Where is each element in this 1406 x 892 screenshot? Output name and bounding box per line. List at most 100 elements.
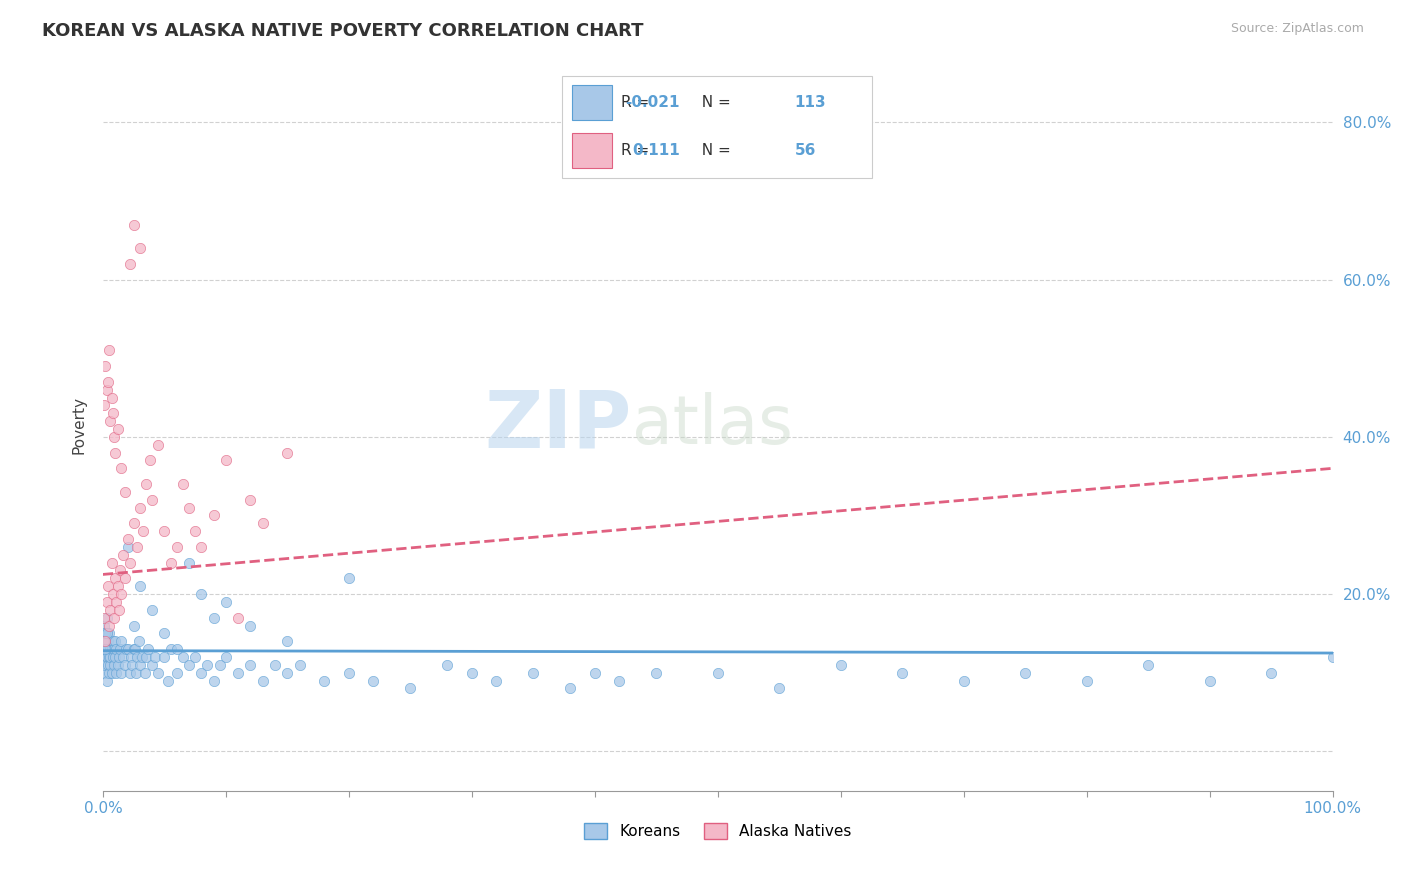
Point <box>93 665 115 680</box>
Point <box>110 461 132 475</box>
Point <box>148 665 170 680</box>
Point <box>93 634 115 648</box>
Point <box>583 665 606 680</box>
Point <box>485 673 508 688</box>
Point <box>177 657 200 672</box>
Point <box>215 453 238 467</box>
Point <box>98 649 121 664</box>
Point <box>98 618 121 632</box>
Point <box>101 634 124 648</box>
Point <box>190 587 212 601</box>
Point <box>166 665 188 680</box>
Point <box>108 642 131 657</box>
Point <box>1260 665 1282 680</box>
Point <box>100 642 122 657</box>
Point <box>276 445 298 459</box>
Point <box>94 642 117 657</box>
Point <box>436 657 458 672</box>
Point <box>110 665 132 680</box>
Point <box>98 603 121 617</box>
Point <box>121 657 143 672</box>
Point <box>363 673 385 688</box>
Point <box>114 571 136 585</box>
Point <box>190 665 212 680</box>
Point <box>98 657 121 672</box>
Point <box>103 430 125 444</box>
Text: Source: ZipAtlas.com: Source: ZipAtlas.com <box>1230 22 1364 36</box>
Point <box>122 642 145 657</box>
Point <box>98 343 121 358</box>
Point <box>184 524 207 539</box>
Text: R =: R = <box>621 144 654 158</box>
Point <box>110 587 132 601</box>
Text: atlas: atlas <box>631 392 793 458</box>
Point <box>135 649 157 664</box>
Point <box>190 540 212 554</box>
Point <box>120 649 142 664</box>
Point <box>97 375 120 389</box>
Point <box>953 673 976 688</box>
Point <box>1014 665 1036 680</box>
Point <box>96 626 118 640</box>
Point <box>98 626 121 640</box>
Point <box>94 657 117 672</box>
Point <box>226 665 249 680</box>
Point <box>172 477 194 491</box>
Point <box>94 634 117 648</box>
Point <box>172 649 194 664</box>
Text: N =: N = <box>692 144 735 158</box>
Point <box>202 508 225 523</box>
Point <box>107 657 129 672</box>
Point <box>166 540 188 554</box>
Point <box>104 445 127 459</box>
Point <box>107 579 129 593</box>
Point <box>157 673 180 688</box>
Point <box>117 540 139 554</box>
Point <box>93 642 115 657</box>
Point <box>96 595 118 609</box>
Point <box>141 603 163 617</box>
Point <box>314 673 336 688</box>
Point <box>202 673 225 688</box>
Point <box>239 657 262 672</box>
Point <box>111 548 134 562</box>
Point <box>768 681 790 696</box>
Point <box>1322 649 1344 664</box>
Point <box>93 399 115 413</box>
Point <box>97 634 120 648</box>
Point <box>141 657 163 672</box>
Point <box>103 657 125 672</box>
FancyBboxPatch shape <box>562 76 872 178</box>
Point <box>101 406 124 420</box>
Point <box>337 571 360 585</box>
Point <box>108 649 131 664</box>
Point <box>104 571 127 585</box>
Point <box>97 579 120 593</box>
Point <box>118 257 141 271</box>
Point <box>122 516 145 531</box>
Point <box>461 665 484 680</box>
Point <box>117 532 139 546</box>
Point <box>276 665 298 680</box>
Point <box>337 665 360 680</box>
Point <box>215 595 238 609</box>
Point <box>98 414 121 428</box>
Point <box>128 241 150 255</box>
Point <box>100 556 122 570</box>
Text: -0.021: -0.021 <box>626 95 681 110</box>
Point <box>138 453 160 467</box>
Point <box>96 626 118 640</box>
Text: 56: 56 <box>794 144 815 158</box>
Point <box>98 642 121 657</box>
Text: 113: 113 <box>794 95 825 110</box>
Point <box>94 634 117 648</box>
Point <box>197 657 219 672</box>
Point <box>128 579 150 593</box>
Text: R =: R = <box>621 95 654 110</box>
FancyBboxPatch shape <box>572 133 612 168</box>
Point <box>609 673 631 688</box>
Point <box>114 657 136 672</box>
Legend: Koreans, Alaska Natives: Koreans, Alaska Natives <box>578 817 858 845</box>
Point <box>103 610 125 624</box>
Point <box>125 665 148 680</box>
